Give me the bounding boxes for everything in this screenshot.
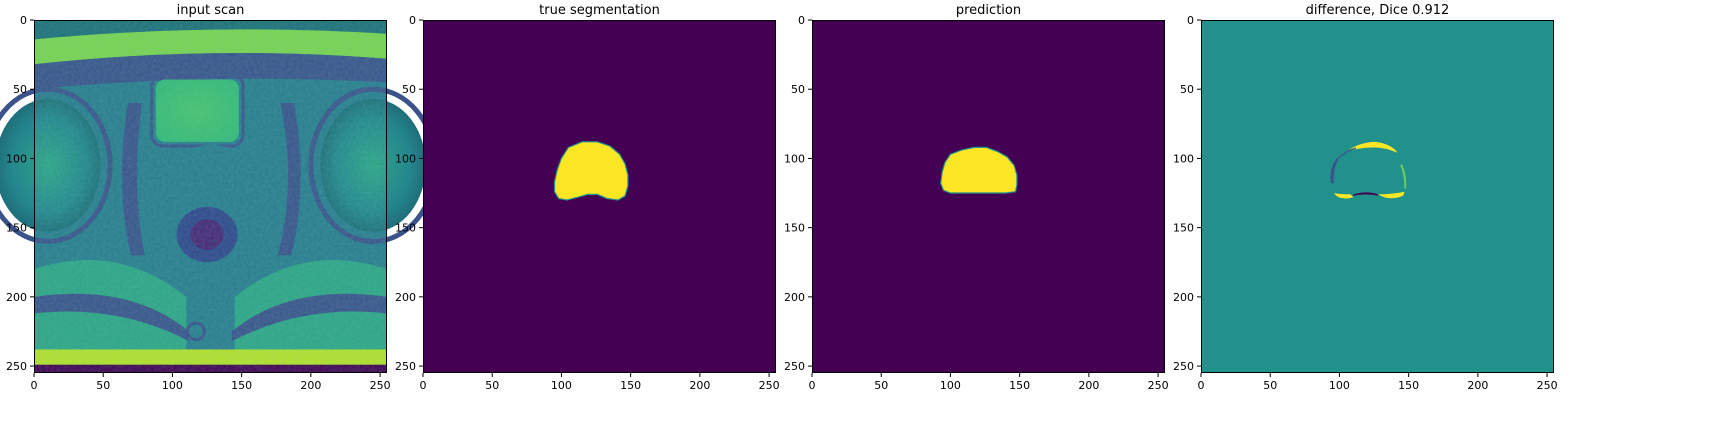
x-tick-label: 50 [485, 379, 499, 392]
y-tick-label: 150 [395, 222, 416, 235]
y-tick-label: 250 [1173, 360, 1194, 373]
y-tick-label: 0 [409, 14, 416, 27]
mask-background [812, 20, 1165, 373]
panel-2: 0 50 100 150 200 250 0 50 100 150 200 250 true segme… [395, 3, 780, 392]
y-tick-label: 50 [791, 83, 805, 96]
x-tick-label: 200 [1078, 379, 1099, 392]
y-tick-label: 250 [784, 360, 805, 373]
x-tick-label: 250 [370, 379, 391, 392]
y-tick-label: 100 [784, 152, 805, 165]
x-tick-label: 250 [1148, 379, 1169, 392]
x-tick-label: 250 [1537, 379, 1558, 392]
x-tick-label: 0 [31, 379, 38, 392]
x-tick-label: 50 [874, 379, 888, 392]
scan-texture [34, 20, 387, 373]
mask-background [423, 20, 776, 373]
panel-1: 0 50 100 150 200 250 0 50 100 150 200 250 input scan [0, 3, 435, 392]
x-tick-label: 200 [300, 379, 321, 392]
x-tick-label: 200 [1467, 379, 1488, 392]
panel-4: 0 50 100 150 200 250 0 50 100 150 200 250 difference… [1173, 3, 1558, 392]
panel-title: true segmentation [539, 3, 660, 18]
x-tick-label: 150 [620, 379, 641, 392]
x-tick-label: 100 [162, 379, 183, 392]
x-tick-label: 200 [689, 379, 710, 392]
y-tick-label: 50 [13, 83, 27, 96]
y-tick-label: 200 [395, 291, 416, 304]
panel-title: prediction [956, 3, 1021, 18]
y-tick-label: 100 [6, 152, 27, 165]
x-tick-label: 50 [96, 379, 110, 392]
x-tick-label: 100 [551, 379, 572, 392]
x-tick-label: 0 [809, 379, 816, 392]
x-tick-label: 0 [1198, 379, 1205, 392]
y-tick-label: 150 [6, 222, 27, 235]
y-tick-label: 0 [798, 14, 805, 27]
y-tick-label: 100 [395, 152, 416, 165]
x-tick-label: 150 [1398, 379, 1419, 392]
x-tick-label: 0 [420, 379, 427, 392]
x-tick-label: 150 [1009, 379, 1030, 392]
y-tick-label: 250 [6, 360, 27, 373]
y-tick-label: 50 [1180, 83, 1194, 96]
y-tick-label: 150 [1173, 222, 1194, 235]
x-tick-label: 100 [1329, 379, 1350, 392]
panel-title: difference, Dice 0.912 [1306, 3, 1450, 18]
y-tick-label: 100 [1173, 152, 1194, 165]
x-tick-label: 250 [759, 379, 780, 392]
y-tick-label: 250 [395, 360, 416, 373]
y-tick-label: 150 [784, 222, 805, 235]
x-tick-label: 150 [231, 379, 252, 392]
y-tick-label: 200 [784, 291, 805, 304]
y-tick-label: 200 [6, 291, 27, 304]
panel-title: input scan [177, 3, 245, 18]
y-tick-label: 200 [1173, 291, 1194, 304]
y-tick-label: 0 [20, 14, 27, 27]
y-tick-label: 50 [402, 83, 416, 96]
x-tick-label: 100 [940, 379, 961, 392]
difference-background [1201, 20, 1554, 373]
panel-3: 0 50 100 150 200 250 0 50 100 150 200 250 prediction [784, 3, 1169, 392]
x-tick-label: 50 [1263, 379, 1277, 392]
y-tick-label: 0 [1187, 14, 1194, 27]
